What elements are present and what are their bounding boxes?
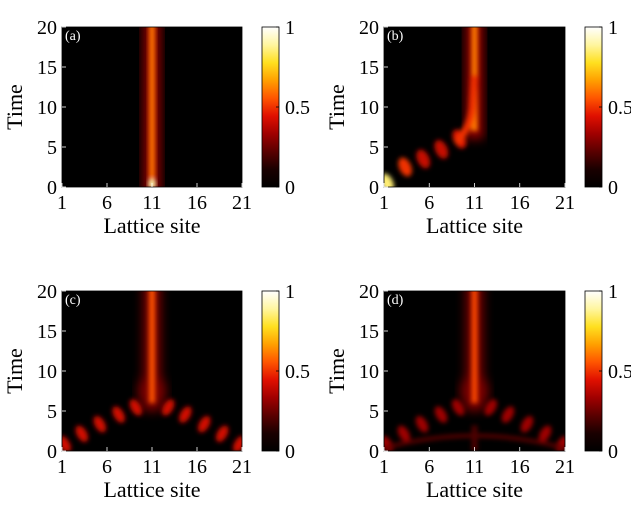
x-tick-label: 1 [379,456,389,478]
y-tick-label: 15 [37,321,57,343]
colorbar-tick-label: 0.5 [608,97,631,119]
y-tick-label: 5 [47,401,57,423]
y-tick-label: 15 [359,321,379,343]
x-tick-label: 16 [510,192,530,214]
channel-core [149,27,155,187]
colorbar-tick-label: 1 [285,17,295,39]
wavepacket-blob [197,416,211,433]
x-tick-label: 1 [57,192,67,214]
panel-label: (a) [65,29,81,44]
wavepacket-blob [112,406,125,423]
x-axis-label: Lattice site [426,213,523,238]
y-tick-label: 20 [359,17,379,39]
x-tick-label: 21 [555,192,575,214]
x-tick-label: 1 [379,192,389,214]
wavepacket-blob [451,399,465,416]
wavepacket-blob [62,436,71,451]
colorbar-tick-label: 0 [285,441,295,463]
wavepacket-blob [384,173,394,187]
x-tick-label: 6 [424,192,434,214]
channel-core [471,291,478,403]
wavepacket-blob [398,157,412,177]
wavepacket-blob [434,139,449,159]
y-tick-label: 10 [37,361,57,383]
x-axis-label: Lattice site [426,477,523,502]
colorbar-tick-label: 1 [608,17,618,39]
y-tick-label: 0 [369,177,379,199]
colorbar-tick-label: 0.5 [285,97,310,119]
trajectory-bend [453,74,478,146]
wavepacket-blob [215,425,229,442]
y-axis-label: Time [324,84,349,130]
wavepacket-blob [416,149,431,169]
y-tick-label: 15 [37,57,57,79]
x-tick-label: 1 [57,456,67,478]
panel-label: (d) [387,293,404,308]
x-tick-label: 11 [142,192,161,214]
y-axis-label: Time [2,84,27,130]
colorbar-tick-label: 0 [285,177,295,199]
x-tick-label: 21 [555,456,575,478]
wavepacket-blob [434,406,448,423]
wavepacket-blob [93,416,107,433]
colorbar-tick-label: 1 [608,281,618,303]
wavepacket-blob [538,425,552,442]
y-tick-label: 5 [47,137,57,159]
y-tick-label: 20 [37,17,57,39]
x-tick-label: 16 [187,456,207,478]
x-tick-label: 21 [232,192,252,214]
x-tick-label: 16 [510,456,530,478]
x-tick-label: 6 [424,456,434,478]
colorbar-tick-label: 0 [608,177,618,199]
y-axis-label: Time [324,348,349,394]
center-column [471,425,478,451]
y-tick-label: 5 [369,401,379,423]
wavepacket-blob [161,399,175,416]
panel-label: (c) [65,293,81,308]
x-axis-label: Lattice site [103,213,200,238]
y-tick-label: 10 [359,97,379,119]
wavepacket-blob [75,425,89,442]
wavepacket-blob [397,425,411,442]
x-tick-label: 6 [102,456,112,478]
x-axis-label: Lattice site [103,477,200,502]
x-tick-label: 11 [465,192,484,214]
x-tick-label: 16 [187,192,207,214]
channel-core [149,291,155,403]
colorbar-tick-label: 0.5 [608,361,631,383]
wavepacket-blob [179,406,192,423]
y-tick-label: 0 [47,441,57,463]
colorbar-tick-label: 0 [608,441,618,463]
y-tick-label: 20 [37,281,57,303]
x-tick-label: 6 [102,192,112,214]
y-tick-label: 10 [37,97,57,119]
colorbar-tick-label: 0.5 [285,361,310,383]
wavepacket-blob [233,436,242,451]
wavepacket-blob [415,416,429,433]
y-tick-label: 5 [369,137,379,159]
x-tick-label: 21 [232,456,252,478]
y-tick-label: 15 [359,57,379,79]
y-tick-label: 0 [369,441,379,463]
wavepacket-blob [484,399,498,416]
wavepacket-blob [129,399,143,416]
wavepacket-blob [501,406,515,423]
wavepacket-blob [520,416,534,433]
y-tick-label: 0 [47,177,57,199]
x-tick-label: 11 [142,456,161,478]
y-axis-label: Time [2,348,27,394]
x-tick-label: 11 [465,456,484,478]
panel-label: (b) [387,29,404,44]
colorbar-tick-label: 1 [285,281,295,303]
y-tick-label: 10 [359,361,379,383]
y-tick-label: 20 [359,281,379,303]
